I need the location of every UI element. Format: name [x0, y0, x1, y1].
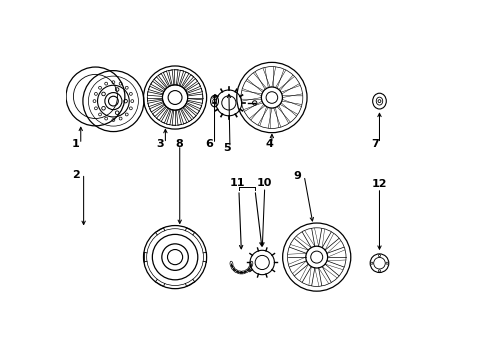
Text: 1: 1	[72, 139, 79, 149]
Text: 12: 12	[372, 179, 387, 189]
Text: 2: 2	[72, 170, 79, 180]
Text: 10: 10	[257, 177, 272, 188]
Text: 6: 6	[205, 139, 213, 149]
Text: 3: 3	[156, 139, 164, 149]
Text: 8: 8	[176, 139, 184, 149]
Text: 5: 5	[223, 143, 231, 153]
Text: 11: 11	[230, 177, 245, 188]
Text: 9: 9	[293, 171, 301, 181]
Text: 7: 7	[371, 139, 379, 149]
Text: 4: 4	[265, 139, 273, 149]
